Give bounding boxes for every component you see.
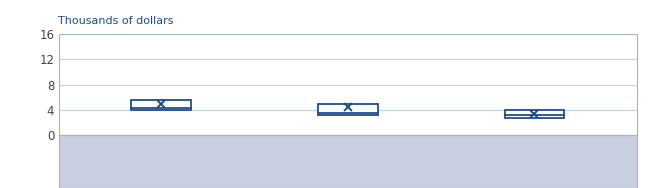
FancyBboxPatch shape (131, 100, 191, 110)
FancyBboxPatch shape (318, 104, 378, 115)
Text: Thousands of dollars: Thousands of dollars (58, 16, 174, 26)
FancyBboxPatch shape (504, 110, 564, 118)
